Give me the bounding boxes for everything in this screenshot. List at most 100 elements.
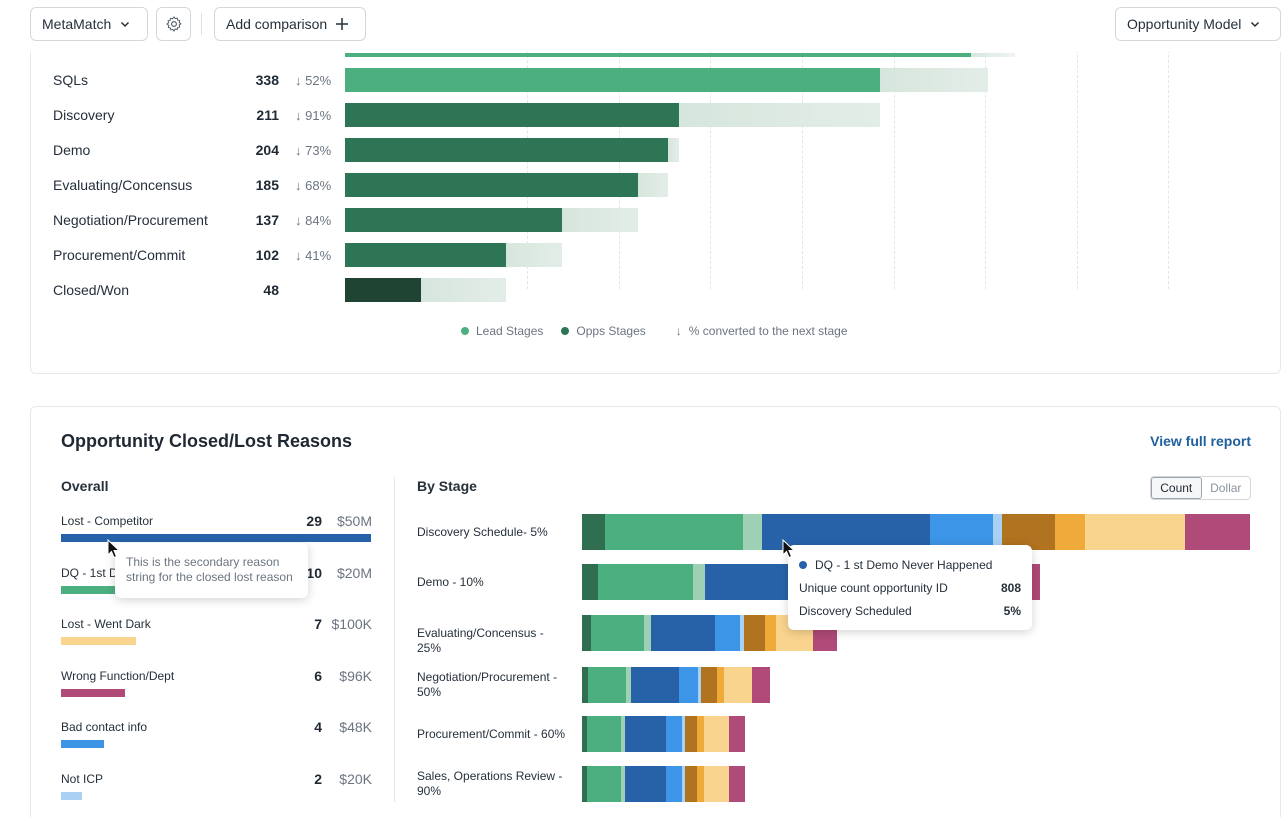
stage-bar-segment[interactable] xyxy=(739,615,744,651)
stage-bar-segment[interactable] xyxy=(650,615,715,651)
stage-bar-segment[interactable] xyxy=(703,716,729,752)
stage-bar-segment[interactable] xyxy=(630,667,679,703)
stage-bar-segment[interactable] xyxy=(582,615,591,651)
stage-bar-segment[interactable] xyxy=(643,615,651,651)
funnel-stage-label: Procurement/Commit xyxy=(53,247,186,263)
stage-bar-segment[interactable] xyxy=(582,564,598,600)
stage-bar-segment[interactable] xyxy=(700,667,717,703)
stage-bar-segment[interactable] xyxy=(582,667,588,703)
stage-bar-segment[interactable] xyxy=(1185,514,1250,550)
funnel-bar[interactable] xyxy=(345,278,421,302)
stage-bar-segment[interactable] xyxy=(665,766,682,802)
stage-bar-segment[interactable] xyxy=(681,716,685,752)
stage-bar-segment[interactable] xyxy=(716,667,724,703)
dataset-dropdown[interactable]: MetaMatch xyxy=(30,7,148,41)
stage-bar-segment[interactable] xyxy=(993,514,1003,550)
funnel-row[interactable]: Negotiation/Procurement 137 ↓ 84% xyxy=(31,208,1251,232)
overall-reason-row[interactable]: Lost - Went Dark 7 $100K xyxy=(61,616,372,657)
funnel-row[interactable]: SQLs 338 ↓ 52% xyxy=(31,68,1251,92)
stage-bar-segment[interactable] xyxy=(696,766,704,802)
overall-reason-row[interactable]: Wrong Function/Dept 6 $96K xyxy=(61,668,372,709)
stage-bar-segment[interactable] xyxy=(586,766,621,802)
reason-bar[interactable] xyxy=(61,688,126,697)
stage-bar-segment[interactable] xyxy=(764,615,776,651)
stage-bar-segment[interactable] xyxy=(587,667,626,703)
stage-bar-segment[interactable] xyxy=(624,716,666,752)
funnel-row[interactable]: Discovery 211 ↓ 91% xyxy=(31,103,1251,127)
funnel-bar[interactable] xyxy=(345,173,638,197)
stage-bar-segment[interactable] xyxy=(625,667,631,703)
reason-bar[interactable] xyxy=(61,740,104,748)
funnel-row[interactable]: Demo 204 ↓ 73% xyxy=(31,138,1251,162)
funnel-row[interactable]: Evaluating/Concensus 185 ↓ 68% xyxy=(31,173,1251,197)
stage-bar-segment[interactable] xyxy=(703,766,729,802)
stage-bar-segment[interactable] xyxy=(582,766,587,802)
model-dropdown[interactable]: Opportunity Model xyxy=(1115,7,1281,41)
funnel-row[interactable]: Closed/Won 48 xyxy=(31,278,1251,302)
reason-label: Bad contact info xyxy=(61,720,148,734)
reason-label: Not ICP xyxy=(61,771,104,786)
stage-stacked-bar[interactable] xyxy=(582,667,770,703)
stage-bar-segment[interactable] xyxy=(681,766,685,802)
stage-bar-segment[interactable] xyxy=(1055,514,1086,550)
stage-bar-segment[interactable] xyxy=(684,766,697,802)
plus-icon xyxy=(336,18,349,30)
funnel-stage-label: Demo xyxy=(53,142,91,158)
funnel-bar[interactable] xyxy=(345,68,880,92)
funnel-conversion-pct: ↓ 84% xyxy=(295,213,332,228)
stage-bar-segment[interactable] xyxy=(1085,514,1186,550)
gridline xyxy=(527,45,528,289)
funnel-bar[interactable] xyxy=(345,243,507,267)
stage-bar-segment[interactable] xyxy=(620,766,625,802)
funnel-dropoff-bar xyxy=(678,103,880,127)
settings-button[interactable] xyxy=(156,7,191,41)
stage-bar-segment[interactable] xyxy=(684,716,697,752)
stage-bar-segment[interactable] xyxy=(696,716,704,752)
stage-bar-segment[interactable] xyxy=(586,716,621,752)
funnel-stage-count: 48 xyxy=(263,282,279,298)
stage-stacked-bar[interactable] xyxy=(582,766,745,802)
reason-bar[interactable] xyxy=(61,791,83,800)
stage-bar-segment[interactable] xyxy=(624,766,666,802)
gridline xyxy=(1077,45,1078,289)
stage-bar-segment[interactable] xyxy=(1002,514,1056,550)
stage-bar-segment[interactable] xyxy=(620,716,625,752)
view-full-report-link[interactable]: View full report xyxy=(1150,433,1251,449)
stage-bar-segment[interactable] xyxy=(751,667,770,703)
overall-reason-row[interactable]: Bad contact info 4 $48K xyxy=(61,719,372,760)
overall-reason-row[interactable]: Lost - Competitor 29 $50M xyxy=(61,513,372,554)
top-toolbar: MetaMatch Add comparison Opportunity Mod… xyxy=(0,0,1285,52)
stage-bar-segment[interactable] xyxy=(728,716,745,752)
overall-reason-row[interactable]: Not ICP 2 $20K xyxy=(61,771,372,812)
reason-bar[interactable] xyxy=(61,585,168,594)
stage-bar-segment[interactable] xyxy=(604,514,743,550)
stage-bar-segment[interactable] xyxy=(761,514,931,550)
stage-bar-segment[interactable] xyxy=(714,615,740,651)
stage-bar-segment[interactable] xyxy=(723,667,752,703)
funnel-bar[interactable] xyxy=(345,138,668,162)
stage-bar-segment[interactable] xyxy=(582,716,587,752)
stage-stacked-bar[interactable] xyxy=(582,514,1250,550)
funnel-bar[interactable] xyxy=(345,208,562,232)
add-comparison-button[interactable]: Add comparison xyxy=(214,7,366,41)
stage-stacked-bar[interactable] xyxy=(582,716,745,752)
gridline xyxy=(802,45,803,289)
toggle-count[interactable]: Count xyxy=(1151,477,1202,499)
toggle-dollar[interactable]: Dollar xyxy=(1210,481,1242,495)
reason-bar[interactable] xyxy=(61,534,371,542)
funnel-bar[interactable] xyxy=(345,103,679,127)
stage-bar-segment[interactable] xyxy=(930,514,994,550)
stage-bar-segment[interactable] xyxy=(665,716,682,752)
stage-bar-segment[interactable] xyxy=(678,667,698,703)
stage-bar-segment[interactable] xyxy=(743,615,765,651)
stage-bar-segment[interactable] xyxy=(697,667,701,703)
stage-bar-segment[interactable] xyxy=(582,514,605,550)
stage-bar-segment[interactable] xyxy=(692,564,705,600)
funnel-row[interactable]: Procurement/Commit 102 ↓ 41% xyxy=(31,243,1251,267)
stage-bar-segment[interactable] xyxy=(742,514,762,550)
stage-bar-segment[interactable] xyxy=(597,564,693,600)
stage-bar-segment[interactable] xyxy=(590,615,644,651)
funnel-conversion-pct: ↓ 68% xyxy=(295,178,332,193)
stage-bar-segment[interactable] xyxy=(728,766,745,802)
reason-bar[interactable] xyxy=(61,637,136,645)
